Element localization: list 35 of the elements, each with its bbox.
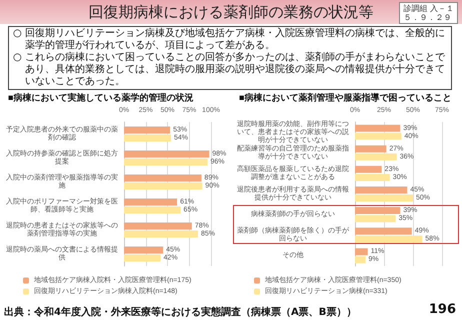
bar (124, 222, 192, 230)
bar (355, 236, 422, 243)
text: 診調組 入－１ (403, 4, 454, 13)
bar (124, 230, 198, 238)
source-note: 出典：令和4年度入院・外来医療等における実態調査（病棟票（A票、B票）） (4, 305, 356, 319)
chart-title: ■病棟において薬剤管理や服薬指導で困っていること (239, 92, 452, 102)
bar (124, 158, 208, 166)
text: 196 (428, 302, 456, 317)
bar (124, 206, 181, 214)
bar (355, 153, 397, 160)
bar (355, 256, 366, 264)
bar (124, 174, 202, 182)
bar (124, 150, 210, 158)
bar (355, 174, 390, 181)
bar (355, 186, 408, 194)
bar (124, 182, 202, 190)
bar (124, 246, 164, 254)
bar (124, 126, 170, 134)
bar (355, 207, 400, 214)
text: ○ これらの病棟において困っていることの回答が多かったのは、薬剤師の手がまわらないことであり、具体的業務としては、退院時の服用薬の説明や退院後の薬局への情報提供が十分できていないことであった。 (13, 52, 446, 88)
chart-title: ■病棟において実施している薬学的管理の状況 (8, 92, 194, 102)
text: 回復期病棟における薬剤師の業務の状況等 (88, 3, 374, 21)
bar (124, 134, 171, 142)
bar (124, 198, 178, 206)
bar (355, 124, 400, 132)
bar (355, 166, 382, 173)
text: ○ 回復期リハビリテーション病棟及び地域包括ケア病棟・入院医療管理料の病棟では、全般的に薬学的管理が行われているが、項目によって差がある。 (13, 28, 446, 52)
bar (355, 145, 386, 152)
bar (355, 215, 396, 222)
bar (355, 132, 402, 140)
text: ５．９．２９ (403, 13, 452, 22)
bar (355, 228, 412, 235)
bar (124, 254, 161, 262)
bar (355, 194, 413, 202)
bar (355, 248, 368, 256)
